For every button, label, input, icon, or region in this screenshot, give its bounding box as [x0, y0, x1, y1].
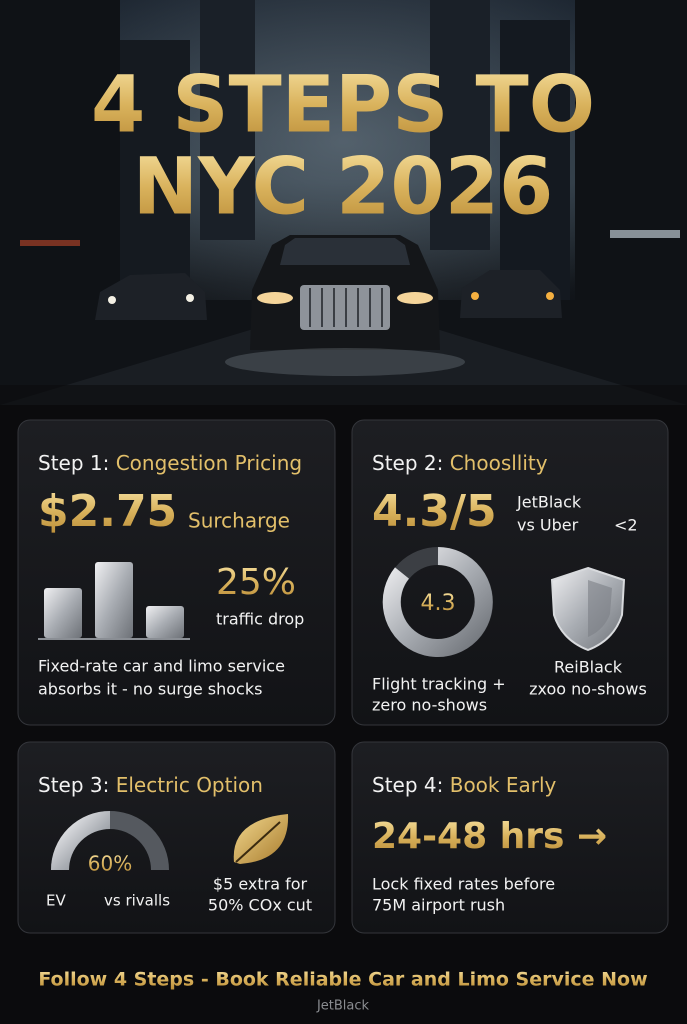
leaf-icon	[233, 814, 289, 864]
gauge-label: vs rivalls	[104, 892, 170, 910]
compare-note: <2	[614, 516, 638, 535]
car-left	[95, 273, 207, 320]
step-heading: Step 3: Electric Option	[38, 773, 263, 797]
body-text: Lock fixed rates before	[372, 875, 555, 894]
step-title: Electric Option	[116, 773, 263, 797]
ring-icon	[382, 547, 493, 657]
ring-value: 4.3	[421, 591, 456, 616]
gauge-icon	[51, 811, 169, 871]
badge-caption: ReiBlack	[554, 658, 623, 677]
step-heading: Step 4: Book Early	[372, 773, 557, 797]
step-heading: Step 2: Choosllity	[372, 451, 548, 475]
stat: 25%	[216, 562, 296, 603]
body-text: zero no-shows	[372, 696, 487, 715]
step-label: Step 4:	[372, 773, 443, 797]
body-text: Flight tracking +	[372, 675, 506, 694]
body-text: $5 extra for	[213, 875, 308, 894]
card	[17, 741, 336, 934]
body-text: Fixed-rate car and limo service	[38, 657, 285, 676]
step-label: Step 1:	[38, 451, 109, 475]
shield-icon	[550, 566, 626, 652]
body-text: 75M airport rush	[372, 896, 505, 915]
headline: $2.75	[38, 486, 177, 537]
step-label: Step 2:	[372, 451, 443, 475]
headline: 4.3/5	[372, 486, 497, 537]
car-center	[225, 235, 465, 376]
step-label: Step 3:	[38, 773, 109, 797]
gauge-value: 60%	[88, 852, 132, 876]
step-title: Book Early	[450, 773, 557, 797]
headline-unit: Surcharge	[188, 509, 290, 533]
step-title: Congestion Pricing	[116, 451, 302, 475]
hero-image	[0, 0, 687, 405]
step-title: Choosllity	[450, 451, 548, 475]
step-heading: Step 1: Congestion Pricing	[38, 451, 302, 475]
bar-icon	[38, 562, 190, 640]
compare-text: JetBlack	[516, 493, 582, 512]
card	[351, 741, 669, 934]
body-text: 50% COx cut	[208, 896, 312, 915]
gauge-label: EV	[46, 892, 66, 910]
stat-caption: traffic drop	[216, 610, 304, 629]
footer-brand: JetBlack	[316, 999, 370, 1014]
car-right	[460, 270, 562, 318]
card	[17, 419, 336, 726]
footer-cta: Follow 4 Steps - Book Reliable Car and L…	[38, 969, 647, 991]
badge-caption: zxoo no-shows	[529, 680, 647, 699]
headline: 24-48 hrs →	[372, 816, 607, 857]
hero-title-line: 4 STEPS TO	[91, 60, 595, 150]
body-text: absorbs it - no surge shocks	[38, 680, 262, 699]
hero-title-line: NYC 2026	[133, 142, 553, 232]
compare-text: vs Uber	[517, 516, 579, 535]
